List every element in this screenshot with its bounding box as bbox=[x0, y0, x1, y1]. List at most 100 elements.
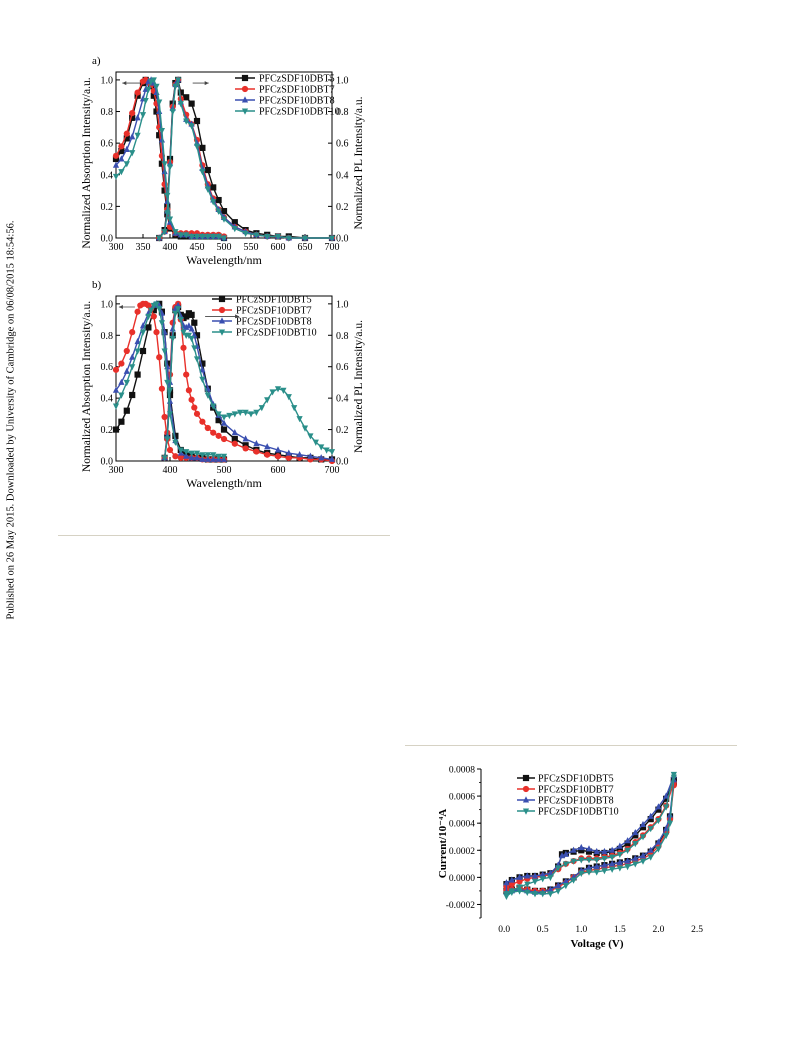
data-point bbox=[204, 186, 211, 193]
data-point bbox=[593, 857, 600, 864]
data-point bbox=[220, 235, 228, 242]
y-tick-label: 1.0 bbox=[101, 75, 114, 86]
data-point bbox=[318, 454, 325, 461]
data-point bbox=[647, 846, 654, 853]
data-point bbox=[188, 233, 195, 241]
x-tick-label: 700 bbox=[325, 242, 340, 253]
axis-arrow-head bbox=[122, 81, 127, 86]
data-point bbox=[555, 888, 562, 895]
y-tick-label: 0.0 bbox=[101, 457, 114, 468]
data-point bbox=[129, 150, 136, 157]
data-point bbox=[242, 230, 249, 237]
x-tick-label: 500 bbox=[217, 465, 232, 476]
data-point bbox=[215, 233, 222, 241]
data-point bbox=[655, 803, 662, 810]
data-point bbox=[193, 233, 201, 241]
data-point bbox=[609, 866, 616, 873]
data-point bbox=[578, 857, 585, 864]
data-point bbox=[172, 453, 179, 460]
data-point bbox=[175, 77, 182, 84]
data-point bbox=[318, 444, 325, 451]
legend-marker bbox=[522, 785, 530, 793]
legend-marker bbox=[241, 74, 249, 82]
data-point bbox=[188, 450, 195, 457]
data-point bbox=[516, 888, 523, 895]
legend-marker bbox=[522, 774, 530, 782]
data-point bbox=[112, 155, 120, 163]
data-point bbox=[555, 881, 562, 888]
data-point bbox=[210, 184, 217, 191]
data-point bbox=[172, 310, 179, 317]
data-point bbox=[253, 232, 260, 239]
y2-axis-label: Normalized PL Intensity/a.u. bbox=[353, 320, 365, 453]
data-point bbox=[666, 820, 674, 827]
y2-tick-label: 0.6 bbox=[336, 139, 349, 150]
data-point bbox=[169, 109, 176, 116]
data-point bbox=[226, 412, 233, 420]
data-point bbox=[328, 455, 336, 462]
data-point bbox=[516, 878, 523, 885]
y2-tick-label: 1.0 bbox=[336, 75, 349, 86]
x-tick-label: 300 bbox=[109, 465, 124, 476]
y-tick-label: 0.6 bbox=[101, 362, 114, 373]
data-point bbox=[183, 449, 190, 456]
legend-marker bbox=[218, 295, 226, 303]
data-point bbox=[112, 386, 120, 393]
data-point bbox=[118, 360, 125, 367]
legend-marker bbox=[218, 306, 226, 314]
data-point bbox=[139, 112, 147, 119]
data-point bbox=[199, 233, 206, 241]
x-axis-label: Wavelength/nm bbox=[186, 476, 262, 490]
x-tick-label: 2.0 bbox=[652, 925, 664, 935]
data-point bbox=[153, 301, 160, 308]
data-point bbox=[164, 379, 171, 387]
legend-label: PFCzSDF10DBT5 bbox=[236, 295, 312, 306]
data-point bbox=[616, 865, 623, 872]
data-point bbox=[134, 92, 141, 99]
data-point bbox=[562, 877, 569, 884]
data-point bbox=[285, 454, 292, 461]
data-point bbox=[112, 173, 120, 181]
data-point bbox=[210, 199, 217, 206]
data-point bbox=[585, 864, 593, 871]
data-point bbox=[215, 432, 222, 439]
data-point bbox=[177, 317, 184, 324]
data-point bbox=[516, 873, 523, 880]
data-point bbox=[193, 117, 201, 125]
data-point bbox=[123, 130, 130, 137]
data-point bbox=[156, 354, 163, 361]
x-tick-label: 600 bbox=[271, 465, 286, 476]
data-point bbox=[508, 889, 515, 896]
data-point bbox=[161, 413, 168, 421]
x-tick-label: 0.0 bbox=[498, 925, 510, 935]
data-point bbox=[508, 881, 515, 888]
data-point bbox=[210, 455, 217, 462]
y-tick-label: 0.8 bbox=[101, 107, 114, 118]
y-tick-label: 0.0000 bbox=[449, 874, 475, 884]
data-point bbox=[188, 335, 195, 343]
data-point bbox=[129, 391, 136, 399]
legend-marker bbox=[522, 796, 530, 803]
data-point bbox=[307, 433, 314, 440]
data-point bbox=[663, 804, 670, 811]
data-point bbox=[220, 453, 228, 460]
data-point bbox=[663, 832, 670, 840]
legend-label: PFCzSDF10DBT10 bbox=[236, 328, 317, 339]
data-point bbox=[531, 872, 539, 879]
data-point bbox=[148, 307, 155, 314]
data-point bbox=[158, 385, 165, 392]
data-point bbox=[150, 92, 157, 99]
data-point bbox=[280, 387, 287, 394]
data-point bbox=[150, 307, 157, 314]
data-point bbox=[161, 229, 168, 236]
legend-marker bbox=[218, 329, 226, 336]
data-point bbox=[183, 118, 190, 125]
legend-marker bbox=[522, 808, 530, 815]
data-point bbox=[129, 110, 136, 117]
data-point bbox=[296, 451, 303, 458]
x-tick-label: 600 bbox=[271, 242, 286, 253]
data-point bbox=[123, 379, 130, 387]
data-point bbox=[547, 874, 554, 882]
y-tick-label: -0.0002 bbox=[446, 901, 476, 911]
data-point bbox=[166, 216, 174, 223]
